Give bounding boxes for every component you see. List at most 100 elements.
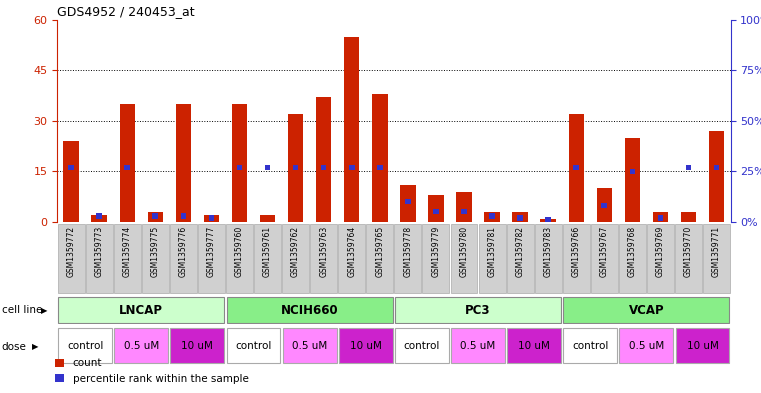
Text: GSM1359774: GSM1359774 <box>123 226 132 277</box>
Bar <box>489 213 495 219</box>
Bar <box>63 141 79 222</box>
Bar <box>316 97 331 222</box>
Text: GDS4952 / 240453_at: GDS4952 / 240453_at <box>57 6 195 18</box>
Bar <box>573 165 579 170</box>
FancyBboxPatch shape <box>395 329 449 363</box>
Text: 0.5 uM: 0.5 uM <box>629 341 664 351</box>
Bar <box>546 217 551 222</box>
Text: GSM1359761: GSM1359761 <box>263 226 272 277</box>
FancyBboxPatch shape <box>507 329 561 363</box>
FancyBboxPatch shape <box>282 329 336 363</box>
Text: cell line: cell line <box>2 305 42 316</box>
Text: 10 uM: 10 uM <box>686 341 718 351</box>
FancyBboxPatch shape <box>422 224 450 293</box>
FancyBboxPatch shape <box>170 329 224 363</box>
Text: ▶: ▶ <box>32 342 39 351</box>
Bar <box>653 212 668 222</box>
Text: control: control <box>572 341 609 351</box>
FancyBboxPatch shape <box>619 329 673 363</box>
Bar <box>372 94 387 222</box>
Text: GSM1359763: GSM1359763 <box>319 226 328 277</box>
FancyBboxPatch shape <box>394 224 422 293</box>
Text: GSM1359775: GSM1359775 <box>151 226 160 277</box>
FancyBboxPatch shape <box>675 224 702 293</box>
Bar <box>344 37 359 222</box>
Bar <box>260 215 275 222</box>
FancyBboxPatch shape <box>58 329 112 363</box>
Bar <box>625 138 640 222</box>
Text: 10 uM: 10 uM <box>518 341 550 351</box>
FancyBboxPatch shape <box>113 224 141 293</box>
FancyBboxPatch shape <box>86 224 113 293</box>
FancyBboxPatch shape <box>254 224 281 293</box>
Text: GSM1359771: GSM1359771 <box>712 226 721 277</box>
Bar <box>428 195 444 222</box>
FancyBboxPatch shape <box>451 224 477 293</box>
Bar <box>457 192 472 222</box>
FancyBboxPatch shape <box>58 297 224 323</box>
Text: 10 uM: 10 uM <box>350 341 382 351</box>
Bar <box>124 165 130 170</box>
FancyBboxPatch shape <box>198 224 225 293</box>
FancyBboxPatch shape <box>535 224 562 293</box>
Text: dose: dose <box>2 342 27 352</box>
Text: GSM1359769: GSM1359769 <box>656 226 665 277</box>
Bar <box>484 212 500 222</box>
Text: GSM1359776: GSM1359776 <box>179 226 188 277</box>
FancyBboxPatch shape <box>676 329 730 363</box>
Text: control: control <box>403 341 440 351</box>
Bar <box>405 199 411 204</box>
FancyBboxPatch shape <box>647 224 674 293</box>
Text: GSM1359779: GSM1359779 <box>431 226 441 277</box>
Text: GSM1359764: GSM1359764 <box>347 226 356 277</box>
Bar <box>658 215 663 220</box>
FancyBboxPatch shape <box>227 329 281 363</box>
Text: control: control <box>67 341 103 351</box>
FancyBboxPatch shape <box>170 224 197 293</box>
Text: GSM1359770: GSM1359770 <box>684 226 693 277</box>
Bar <box>708 131 724 222</box>
FancyBboxPatch shape <box>563 297 730 323</box>
Bar <box>209 215 215 220</box>
Bar <box>601 203 607 208</box>
FancyBboxPatch shape <box>563 329 617 363</box>
Bar <box>377 165 383 170</box>
Bar <box>349 165 355 170</box>
Bar <box>321 165 326 170</box>
Bar <box>512 212 528 222</box>
Bar <box>148 212 163 222</box>
Bar <box>180 213 186 219</box>
FancyBboxPatch shape <box>142 224 169 293</box>
Bar <box>232 104 247 222</box>
Bar <box>681 212 696 222</box>
Bar <box>119 104 135 222</box>
FancyBboxPatch shape <box>451 329 505 363</box>
Text: GSM1359765: GSM1359765 <box>375 226 384 277</box>
Text: GSM1359760: GSM1359760 <box>235 226 244 277</box>
FancyBboxPatch shape <box>226 224 253 293</box>
Text: GSM1359773: GSM1359773 <box>94 226 103 277</box>
Text: PC3: PC3 <box>465 303 491 317</box>
Text: VCAP: VCAP <box>629 303 664 317</box>
Bar <box>433 209 438 215</box>
FancyBboxPatch shape <box>58 224 84 293</box>
Bar <box>597 188 612 222</box>
Bar <box>152 213 158 219</box>
Text: ▶: ▶ <box>41 306 48 315</box>
Text: 0.5 uM: 0.5 uM <box>123 341 159 351</box>
Bar <box>568 114 584 222</box>
FancyBboxPatch shape <box>395 297 561 323</box>
Text: GSM1359767: GSM1359767 <box>600 226 609 277</box>
FancyBboxPatch shape <box>562 224 590 293</box>
Bar <box>714 165 719 170</box>
Bar <box>97 213 102 219</box>
FancyBboxPatch shape <box>703 224 730 293</box>
Bar <box>68 165 74 170</box>
Bar <box>686 165 691 170</box>
Text: GSM1359762: GSM1359762 <box>291 226 300 277</box>
Bar <box>265 165 270 170</box>
Bar <box>288 114 304 222</box>
Bar <box>540 219 556 222</box>
FancyBboxPatch shape <box>591 224 618 293</box>
Text: 0.5 uM: 0.5 uM <box>292 341 327 351</box>
